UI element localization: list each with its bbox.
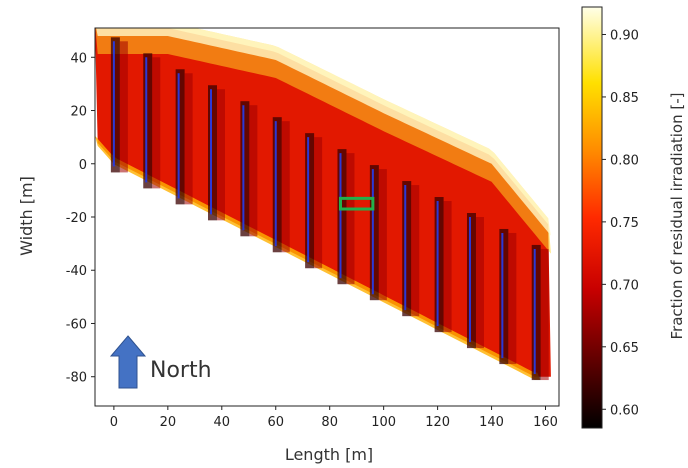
colorbar-tick-label: 0.80 xyxy=(610,153,639,168)
colorbar-tick-label: 0.90 xyxy=(610,28,639,43)
row-shadow-soft xyxy=(411,185,420,317)
row-shadow-soft xyxy=(378,169,387,301)
row-shadow xyxy=(434,197,444,333)
row-shadow-soft xyxy=(217,89,225,221)
colorbar-tick-label: 0.60 xyxy=(610,403,639,418)
x-tick-label: 120 xyxy=(425,415,450,430)
row-shadow xyxy=(143,53,153,189)
x-tick-label: 60 xyxy=(267,415,284,430)
row-shadow-soft xyxy=(152,57,161,189)
row-shadow xyxy=(499,228,509,365)
row-shadow-soft xyxy=(249,105,258,237)
row-shadow-soft xyxy=(443,201,452,333)
row-shadow-soft xyxy=(346,153,355,285)
row-shadow xyxy=(369,165,379,301)
row-shadow-soft xyxy=(314,137,323,269)
row-shadow-soft xyxy=(281,121,290,253)
colorbar-tick-label: 0.75 xyxy=(610,216,639,231)
y-tick-label: -80 xyxy=(66,371,87,386)
x-tick-label: 80 xyxy=(321,415,338,430)
row-shadow-soft xyxy=(475,217,484,349)
y-tick-label: -60 xyxy=(66,317,87,332)
row-shadow xyxy=(466,213,476,349)
x-tick-label: 0 xyxy=(110,415,118,430)
row-shadow xyxy=(305,133,315,269)
x-tick-label: 140 xyxy=(479,415,504,430)
row-shadow xyxy=(110,37,120,173)
row-shadow-soft xyxy=(119,41,128,173)
y-tick-label: 0 xyxy=(79,158,87,173)
colorbar xyxy=(581,6,603,429)
x-tick-label: 160 xyxy=(533,415,558,430)
row-shadow xyxy=(337,149,347,285)
x-tick-label: 100 xyxy=(371,415,396,430)
highlight-box xyxy=(338,196,375,211)
y-tick-label: 40 xyxy=(70,51,87,66)
row-shadow xyxy=(402,181,412,317)
row-shadow xyxy=(240,101,250,237)
row-shadow xyxy=(272,117,282,253)
row-shadow-soft xyxy=(540,248,549,381)
y-tick-label: 20 xyxy=(70,105,87,120)
x-axis-label: Length [m] xyxy=(285,445,373,464)
row-shadow xyxy=(531,244,541,381)
row-shadow xyxy=(208,85,217,221)
y-tick-label: -40 xyxy=(66,264,87,279)
colorbar-tick-label: 0.85 xyxy=(610,91,639,106)
x-axis-ticks: 0 20 40 60 80 100 120 140 160 xyxy=(110,406,558,430)
row-shadow-soft xyxy=(508,232,517,365)
colorbar-ticks: 0.90 0.85 0.80 0.75 0.70 0.65 0.60 xyxy=(602,28,639,418)
x-tick-label: 20 xyxy=(160,415,177,430)
colorbar-label: Fraction of residual irradiation [-] xyxy=(668,92,686,339)
y-axis-ticks: 40 20 0 -20 -40 -60 -80 xyxy=(66,51,95,386)
row-shadow-soft xyxy=(184,73,193,205)
colorbar-tick-label: 0.65 xyxy=(610,341,639,356)
y-tick-label: -20 xyxy=(66,211,87,226)
y-axis-label: Width [m] xyxy=(17,176,36,256)
north-arrow-icon xyxy=(109,335,147,389)
x-tick-label: 40 xyxy=(214,415,231,430)
north-arrow: North xyxy=(109,335,212,389)
rows-layer xyxy=(112,41,536,375)
row-shadow xyxy=(175,69,185,205)
north-label: North xyxy=(150,358,212,383)
field-bottom-edge xyxy=(95,135,541,380)
colorbar-tick-label: 0.70 xyxy=(610,278,639,293)
